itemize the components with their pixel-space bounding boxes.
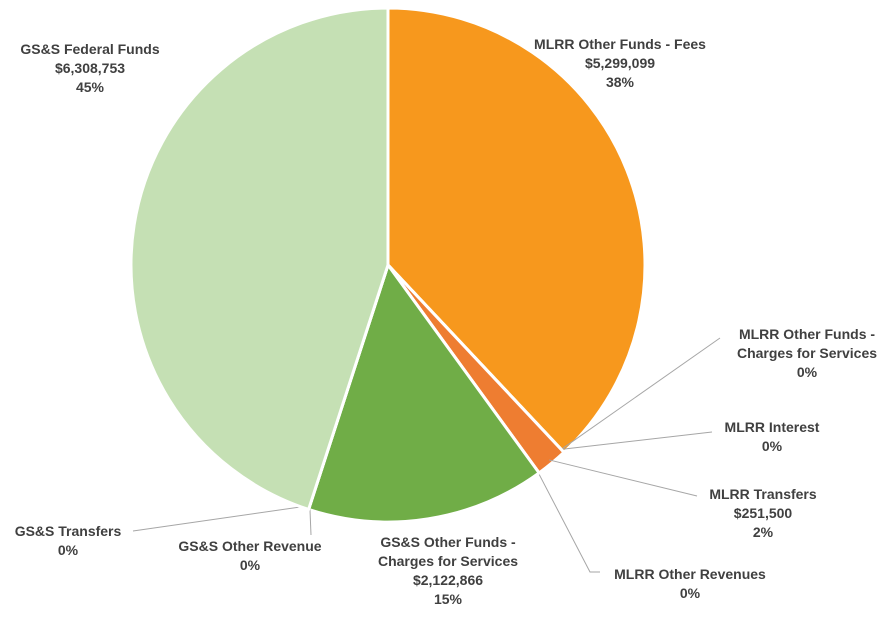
percent-label: 0%: [679, 585, 701, 601]
percent-label: 45%: [75, 79, 105, 95]
slice-label: GS&S Federal Funds $6,308,753 45%: [0, 40, 190, 97]
pie-slice: [386, 6, 647, 455]
slice-label: MLRR Transfers $251,500 2%: [698, 485, 828, 542]
amount-label: $2,122,866: [412, 572, 484, 588]
category-name: GS&S Other Revenue: [178, 538, 322, 554]
leader-line: [132, 505, 310, 532]
amount-label: $251,500: [733, 505, 793, 521]
pie-slice: [129, 6, 390, 512]
leader-line: [561, 431, 713, 450]
percent-label: 0%: [239, 557, 261, 573]
leader-line: [549, 459, 698, 497]
leader-line: [536, 469, 600, 573]
category-name: GS&S Federal Funds: [20, 41, 160, 57]
slice-label: MLRR Other Funds - Charges for Services 0…: [722, 325, 887, 382]
percent-label: 0%: [761, 438, 783, 454]
category-name: MLRR Other Funds - Fees: [534, 36, 706, 52]
slice-label: MLRR Interest 0%: [707, 418, 837, 456]
slice-label: GS&S Other Revenue 0%: [165, 537, 335, 575]
category-name: MLRR Other Revenues: [614, 566, 766, 582]
pie-slice: [306, 261, 542, 524]
percent-label: 38%: [605, 74, 635, 90]
category-name: MLRR Transfers: [709, 486, 817, 502]
category-name: MLRR Interest: [724, 419, 820, 435]
amount-label: $6,308,753: [54, 60, 126, 76]
amount-label: $5,299,099: [584, 55, 656, 71]
category-name: GS&S Transfers: [14, 523, 122, 539]
category-name: GS&S Other Funds - Charges for Services: [377, 534, 519, 569]
slice-label: GS&S Other Funds - Charges for Services $…: [366, 533, 531, 609]
leader-line: [560, 337, 721, 450]
slice-label: MLRR Other Revenues 0%: [590, 565, 790, 603]
category-name: MLRR Other Funds - Charges for Services: [736, 326, 878, 361]
leader-line: [309, 505, 312, 536]
percent-label: 0%: [57, 542, 79, 558]
percent-label: 2%: [752, 524, 774, 540]
slice-label: GS&S Transfers 0%: [3, 522, 133, 560]
slice-label: MLRR Other Funds - Fees $5,299,099 38%: [490, 35, 750, 92]
percent-label: 0%: [796, 364, 818, 380]
percent-label: 15%: [433, 591, 463, 607]
